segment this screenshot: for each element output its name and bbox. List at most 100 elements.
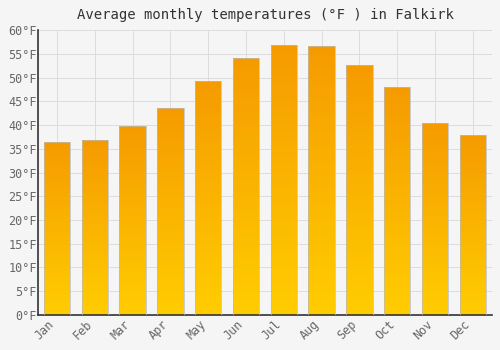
Bar xyxy=(158,211,184,213)
Bar xyxy=(270,177,297,180)
Bar xyxy=(82,246,108,248)
Bar xyxy=(346,160,372,162)
Bar xyxy=(460,151,486,153)
Bar xyxy=(82,171,108,173)
Bar xyxy=(158,222,184,224)
Bar xyxy=(44,290,70,292)
Bar xyxy=(195,298,222,301)
Bar xyxy=(460,153,486,155)
Bar xyxy=(460,295,486,297)
Bar xyxy=(422,152,448,154)
Bar xyxy=(270,123,297,126)
Bar xyxy=(195,144,222,147)
Bar xyxy=(422,167,448,169)
Bar xyxy=(346,80,372,83)
Bar xyxy=(384,169,410,171)
Bar xyxy=(270,190,297,193)
Bar xyxy=(384,212,410,215)
Bar xyxy=(120,222,146,224)
Bar xyxy=(233,117,260,120)
Bar xyxy=(460,209,486,210)
Bar xyxy=(270,277,297,280)
Bar xyxy=(158,163,184,166)
Bar xyxy=(120,165,146,167)
Bar xyxy=(233,97,260,99)
Bar xyxy=(158,155,184,157)
Bar xyxy=(384,289,410,292)
Bar xyxy=(158,267,184,269)
Bar xyxy=(120,167,146,169)
Bar xyxy=(422,128,448,131)
Bar xyxy=(120,146,146,148)
Bar xyxy=(82,241,108,243)
Bar xyxy=(195,118,222,121)
Bar xyxy=(270,233,297,236)
Bar xyxy=(270,142,297,145)
Bar xyxy=(460,257,486,259)
Bar xyxy=(384,158,410,160)
Bar xyxy=(308,132,335,135)
Bar xyxy=(384,258,410,260)
Bar xyxy=(346,272,372,275)
Bar xyxy=(422,226,448,228)
Bar xyxy=(270,201,297,204)
Bar xyxy=(308,210,335,212)
Bar xyxy=(195,284,222,287)
Bar xyxy=(270,280,297,282)
Bar xyxy=(308,140,335,143)
Bar xyxy=(120,196,146,197)
Bar xyxy=(346,240,372,242)
Bar xyxy=(233,187,260,189)
Bar xyxy=(195,228,222,231)
Bar xyxy=(195,111,222,114)
Bar xyxy=(346,147,372,150)
Bar xyxy=(82,211,108,213)
Bar xyxy=(233,110,260,112)
Bar xyxy=(346,180,372,182)
Bar xyxy=(120,177,146,178)
Bar xyxy=(384,87,410,315)
Bar xyxy=(195,88,222,90)
Bar xyxy=(120,271,146,273)
Bar xyxy=(158,190,184,192)
Bar xyxy=(158,108,184,110)
Bar xyxy=(270,155,297,158)
Bar xyxy=(384,248,410,251)
Bar xyxy=(460,268,486,270)
Bar xyxy=(422,305,448,307)
Bar xyxy=(158,116,184,118)
Bar xyxy=(120,130,146,131)
Bar xyxy=(422,199,448,201)
Bar xyxy=(195,81,222,83)
Bar xyxy=(346,130,372,132)
Bar xyxy=(158,134,184,136)
Bar xyxy=(44,249,70,251)
Bar xyxy=(422,286,448,288)
Bar xyxy=(346,275,372,277)
Bar xyxy=(346,68,372,70)
Bar xyxy=(270,80,297,83)
Bar xyxy=(82,290,108,292)
Bar xyxy=(270,158,297,161)
Bar xyxy=(82,269,108,271)
Bar xyxy=(384,280,410,283)
Bar xyxy=(82,308,108,309)
Bar xyxy=(384,172,410,174)
Bar xyxy=(308,162,335,164)
Bar xyxy=(233,307,260,309)
Bar xyxy=(44,235,70,237)
Bar xyxy=(460,207,486,209)
Bar xyxy=(384,192,410,194)
Bar xyxy=(422,138,448,140)
Bar xyxy=(158,240,184,242)
Bar xyxy=(82,306,108,308)
Bar xyxy=(346,72,372,75)
Bar xyxy=(82,313,108,315)
Bar xyxy=(346,232,372,235)
Bar xyxy=(195,97,222,100)
Bar xyxy=(44,142,70,143)
Bar xyxy=(422,211,448,213)
Bar xyxy=(384,194,410,196)
Bar xyxy=(195,238,222,240)
Bar xyxy=(233,143,260,146)
